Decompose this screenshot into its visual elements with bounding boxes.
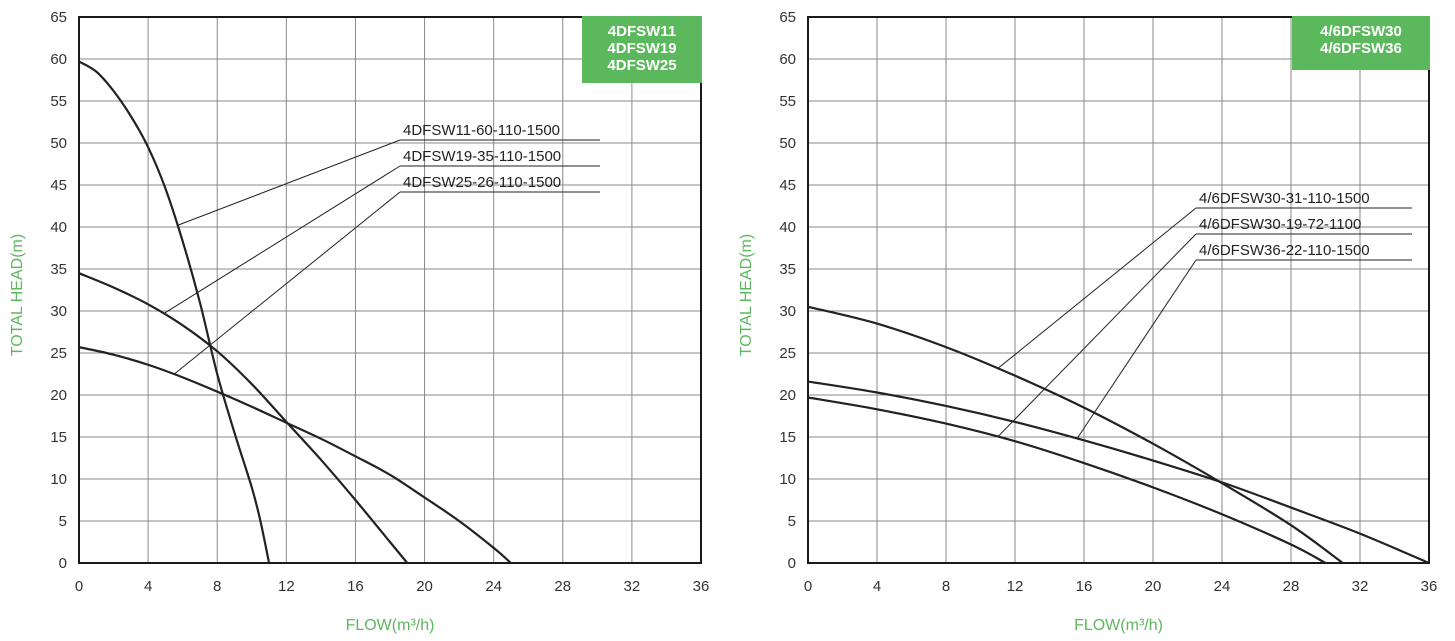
series-label: 4DFSW25-26-110-1500 bbox=[403, 174, 561, 191]
x-tick-label: 8 bbox=[942, 578, 950, 595]
y-tick-label: 35 bbox=[50, 261, 67, 278]
curve-series-1 bbox=[807, 305, 1344, 564]
model-badge bbox=[582, 16, 702, 83]
x-tick-label: 12 bbox=[1007, 578, 1024, 595]
callout-leader-line bbox=[173, 191, 401, 375]
y-tick-label: 65 bbox=[50, 9, 67, 26]
y-tick-label: 55 bbox=[50, 93, 67, 110]
y-axis-title: TOTAL HEAD(m) bbox=[738, 234, 755, 356]
curve-series-2 bbox=[78, 272, 409, 564]
x-tick-label: 0 bbox=[804, 578, 812, 595]
x-tick-label: 28 bbox=[1283, 578, 1300, 595]
callout-leader-line bbox=[163, 165, 401, 315]
y-tick-label: 0 bbox=[788, 555, 796, 572]
y-tick-label: 15 bbox=[50, 429, 67, 446]
callout-leader-line bbox=[997, 233, 1197, 438]
curve-series-1 bbox=[78, 60, 271, 564]
y-tick-label: 55 bbox=[779, 93, 796, 110]
y-tick-label: 20 bbox=[50, 387, 67, 404]
y-tick-label: 5 bbox=[59, 513, 67, 530]
x-tick-label: 20 bbox=[1145, 578, 1162, 595]
y-tick-label: 40 bbox=[50, 219, 67, 236]
y-tick-label: 5 bbox=[788, 513, 796, 530]
x-axis-title: FLOW(m³/h) bbox=[1074, 617, 1163, 634]
y-tick-label: 20 bbox=[779, 387, 796, 404]
x-tick-label: 32 bbox=[1352, 578, 1369, 595]
model-badge-line: 4/6DFSW30 bbox=[1320, 23, 1402, 40]
plot-frame bbox=[807, 16, 1430, 564]
x-tick-label: 4 bbox=[144, 578, 152, 595]
y-tick-label: 10 bbox=[779, 471, 796, 488]
y-tick-label: 65 bbox=[779, 9, 796, 26]
y-tick-label: 40 bbox=[779, 219, 796, 236]
x-axis-title: FLOW(m³/h) bbox=[346, 617, 435, 634]
y-tick-label: 60 bbox=[50, 51, 67, 68]
model-badge-line: 4DFSW19 bbox=[607, 40, 676, 57]
series-label: 4/6DFSW36-22-110-1500 bbox=[1199, 242, 1370, 259]
curve-series-3 bbox=[78, 346, 512, 564]
x-tick-label: 36 bbox=[693, 578, 710, 595]
y-tick-label: 25 bbox=[779, 345, 796, 362]
series-label: 4DFSW11-60-110-1500 bbox=[403, 122, 560, 139]
x-tick-label: 36 bbox=[1421, 578, 1438, 595]
series-label: 4/6DFSW30-31-110-1500 bbox=[1199, 190, 1370, 207]
callout-leader-line bbox=[997, 207, 1197, 369]
x-tick-label: 16 bbox=[347, 578, 364, 595]
x-tick-label: 28 bbox=[554, 578, 571, 595]
y-tick-label: 15 bbox=[779, 429, 796, 446]
x-tick-label: 4 bbox=[873, 578, 881, 595]
x-tick-label: 8 bbox=[213, 578, 221, 595]
model-badge-line: 4/6DFSW36 bbox=[1320, 40, 1402, 57]
y-tick-label: 30 bbox=[50, 303, 67, 320]
y-tick-label: 10 bbox=[50, 471, 67, 488]
x-tick-label: 24 bbox=[485, 578, 502, 595]
model-badge-line: 4DFSW11 bbox=[608, 23, 676, 40]
y-axis-title: TOTAL HEAD(m) bbox=[9, 234, 26, 356]
y-tick-label: 50 bbox=[50, 135, 67, 152]
y-tick-label: 0 bbox=[59, 555, 67, 572]
y-tick-label: 30 bbox=[779, 303, 796, 320]
series-label: 4/6DFSW30-19-72-1100 bbox=[1199, 216, 1361, 233]
x-tick-label: 16 bbox=[1076, 578, 1093, 595]
plot-frame bbox=[78, 16, 702, 564]
model-badge-line: 4DFSW25 bbox=[607, 57, 676, 74]
y-tick-label: 35 bbox=[779, 261, 796, 278]
curve-series-2 bbox=[807, 396, 1327, 564]
series-label: 4DFSW19-35-110-1500 bbox=[403, 148, 561, 165]
x-tick-label: 12 bbox=[278, 578, 295, 595]
chart-4dfsw11-19-25: 0 4 8 12 16 20 24 28 32 36 0 5 10 15 20 25 30 35 40 45 50 55 6… bbox=[9, 9, 709, 634]
y-tick-label: 25 bbox=[50, 345, 67, 362]
x-tick-label: 24 bbox=[1214, 578, 1231, 595]
y-tick-label: 45 bbox=[779, 177, 796, 194]
callout-leader-line bbox=[1076, 259, 1197, 439]
y-tick-label: 45 bbox=[50, 177, 67, 194]
curve-series-3 bbox=[807, 380, 1430, 565]
y-tick-label: 50 bbox=[779, 135, 796, 152]
callout-leader-line bbox=[177, 139, 401, 226]
y-tick-label: 60 bbox=[779, 51, 796, 68]
x-tick-label: 0 bbox=[75, 578, 83, 595]
chart-4-6dfsw30-36: 0 4 8 12 16 20 24 28 32 36 0 5 10 15 20 25 30 35 40 45 50 55 6… bbox=[738, 9, 1437, 634]
x-tick-label: 20 bbox=[416, 578, 433, 595]
x-tick-label: 32 bbox=[624, 578, 641, 595]
model-badge bbox=[1292, 16, 1430, 70]
